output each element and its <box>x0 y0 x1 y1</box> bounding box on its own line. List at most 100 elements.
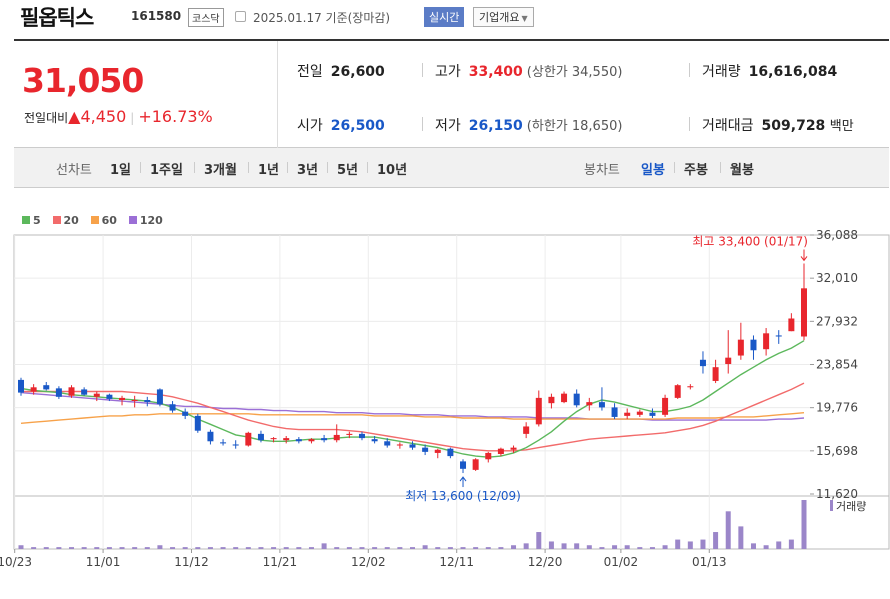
tab-1w[interactable]: 1주일 <box>150 163 183 178</box>
volume-bar <box>435 547 441 549</box>
candle-body <box>119 397 126 401</box>
open-value: 26,500 <box>330 118 385 134</box>
stock-name: 필옵틱스 <box>20 6 94 30</box>
upper-limit: (상한가 34,550) <box>526 65 623 80</box>
volume-bar <box>69 547 75 549</box>
clock-icon <box>235 11 246 22</box>
volume-bar <box>523 543 529 549</box>
volume-bar <box>801 500 807 549</box>
tab-1y[interactable]: 1년 <box>258 163 280 178</box>
tab-10y[interactable]: 10년 <box>377 163 408 178</box>
volume-bar <box>384 547 390 549</box>
current-price-box: 31,050 전일대비▲4,450 | +16.73% <box>14 41 278 148</box>
volume-bar <box>788 539 794 549</box>
volume-bar <box>157 545 163 549</box>
legend-item-ma120: 120 <box>128 214 163 227</box>
volume-bar <box>170 547 176 549</box>
candle-body <box>763 333 770 350</box>
tab-weekly[interactable]: 주봉 <box>684 163 708 178</box>
x-tick-label: 01/13 <box>692 555 727 569</box>
x-tick-label: 12/11 <box>439 555 474 569</box>
tab-3y[interactable]: 3년 <box>297 163 319 178</box>
change-percent: +16.73% <box>138 107 213 126</box>
low-annotation: 최저 13,600 (12/09) <box>405 489 521 503</box>
candle-body <box>510 447 517 450</box>
candle-body <box>750 339 757 351</box>
volume-bar <box>763 545 769 549</box>
company-info-button[interactable]: 기업개요 ▼ <box>473 7 534 27</box>
volume-bar <box>144 547 150 549</box>
tab-candle-chart[interactable]: 봉차트 <box>584 163 620 178</box>
x-tick-label: 01/02 <box>604 555 639 569</box>
volume-bar <box>422 545 428 549</box>
legend-item-ma5: 5 <box>22 214 41 227</box>
price-panel: 31,050 전일대비▲4,450 | +16.73% 전일 26,600 시가 26,… <box>14 39 889 148</box>
candle-body <box>81 389 88 395</box>
candle-body <box>131 400 138 402</box>
volume-bar <box>119 547 125 549</box>
candle-body <box>586 402 593 406</box>
candle-body <box>712 367 719 381</box>
candle-body <box>144 400 151 403</box>
volume-bar <box>94 547 100 549</box>
divider <box>422 117 423 131</box>
trade-value-amount: 509,728 <box>761 118 826 134</box>
candle-body <box>573 393 580 406</box>
volume-bar <box>410 547 415 549</box>
tab-line-chart[interactable]: 선차트 <box>56 163 92 178</box>
candle-body <box>232 444 239 446</box>
legend-swatch <box>128 216 137 224</box>
volume-bar <box>738 526 744 549</box>
volume-bar <box>485 547 491 549</box>
volume-bar <box>473 547 479 549</box>
volume-bar <box>233 547 239 549</box>
prev-close-value: 26,600 <box>330 64 385 80</box>
candle-body <box>346 433 353 435</box>
volume-bar <box>334 547 340 549</box>
candle-body <box>497 448 504 454</box>
tab-5y[interactable]: 5년 <box>337 163 359 178</box>
legend-label-ma5: 5 <box>33 214 41 227</box>
y-tick-label: 19,776 <box>816 401 858 415</box>
realtime-button[interactable]: 실시간 <box>424 7 465 27</box>
candle-body <box>333 434 340 441</box>
ma120-line <box>20 391 805 421</box>
volume-bar <box>18 545 24 549</box>
change-label: 전일대비 <box>24 111 69 125</box>
x-tick-label: 11/01 <box>86 555 121 569</box>
volume-bar <box>574 543 580 549</box>
volume-bar <box>498 547 504 549</box>
volume-bar <box>182 547 188 549</box>
volume-bar <box>725 511 731 549</box>
candle-body <box>485 452 492 460</box>
tab-3m[interactable]: 3개월 <box>204 163 237 178</box>
volume-legend-label: 거래량 <box>836 500 866 513</box>
volume-bar <box>637 547 643 549</box>
volume-bar <box>132 547 138 549</box>
current-price: 31,050 <box>22 61 144 100</box>
candle-body <box>662 397 669 415</box>
lower-limit: (하한가 18,650) <box>526 119 623 134</box>
volume-bar <box>106 547 112 549</box>
open-label: 시가 <box>297 118 323 134</box>
candle-body <box>447 448 454 457</box>
candle-body <box>422 447 429 452</box>
legend-swatch <box>52 216 61 224</box>
candle-body <box>561 393 568 403</box>
candle-body <box>270 438 277 440</box>
volume-bar <box>207 547 213 549</box>
candle-body <box>472 459 479 470</box>
tab-daily[interactable]: 일봉 <box>641 163 665 178</box>
volume-bar <box>245 547 251 549</box>
company-info-label: 기업개요 <box>479 11 520 24</box>
volume-bar <box>359 547 365 549</box>
candle-body <box>371 439 378 442</box>
volume-bar <box>511 545 517 549</box>
tab-1d[interactable]: 1일 <box>110 163 132 178</box>
high-annotation: 최고 33,400 (01/17) <box>692 234 808 248</box>
volume-bar <box>308 547 314 549</box>
x-tick-label: 11/12 <box>174 555 209 569</box>
tab-monthly[interactable]: 월봉 <box>730 163 754 178</box>
candle-body <box>523 426 530 434</box>
prev-close: 전일 26,600 <box>297 61 385 81</box>
